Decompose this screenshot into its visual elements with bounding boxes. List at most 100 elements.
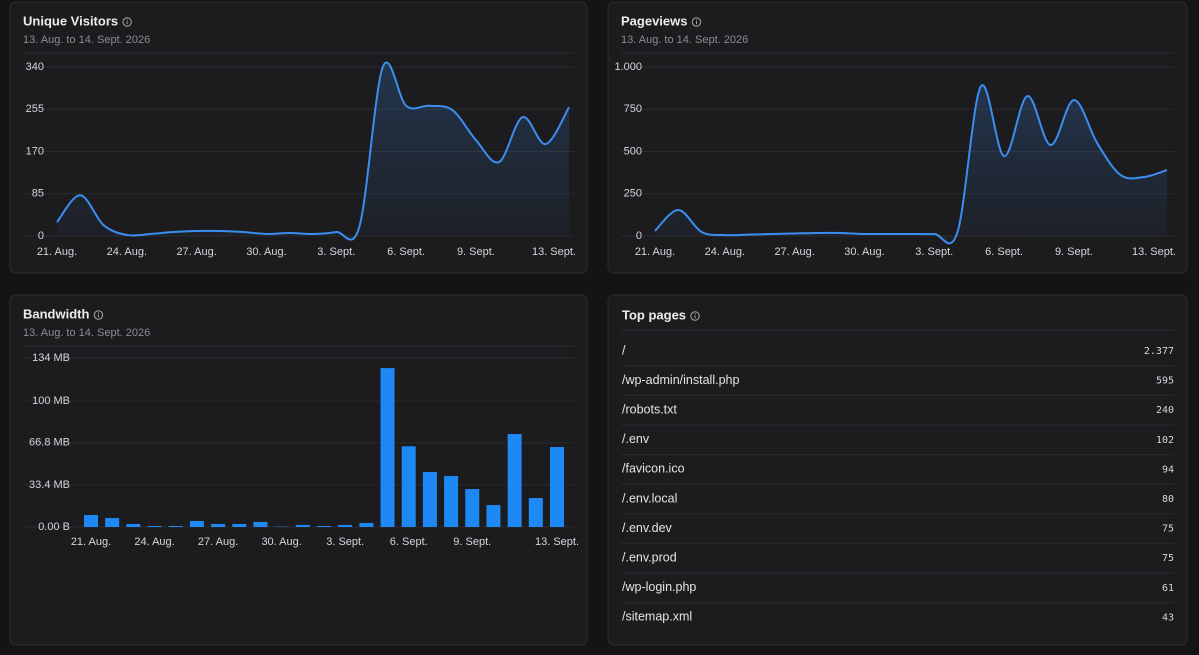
x-tick-label: 3. Sept. — [317, 246, 355, 258]
y-tick-label: 85 — [32, 188, 44, 200]
bar — [359, 522, 374, 527]
x-tick-label: 9. Sept. — [457, 246, 495, 258]
y-tick-label: 170 — [26, 145, 44, 157]
bar — [338, 524, 353, 527]
y-tick-label: 0 — [636, 230, 642, 242]
bar — [317, 525, 331, 527]
y-tick-label: 255 — [26, 103, 44, 115]
y-tick-label: 250 — [624, 188, 642, 200]
page-path: /wp-login.php — [622, 580, 696, 594]
page-path: /.env.prod — [622, 550, 677, 564]
chart-subtitle: 13. Aug. to 14. Sept. 2026 — [621, 34, 748, 46]
x-tick-label: 6. Sept. — [390, 536, 428, 548]
y-tick-label: 750 — [624, 103, 642, 115]
page-count: 75 — [1162, 553, 1174, 564]
bar — [84, 515, 98, 527]
x-tick-label: 27. Aug. — [774, 246, 814, 258]
x-tick-label: 6. Sept. — [985, 246, 1023, 258]
page-count: 80 — [1162, 494, 1174, 505]
chart-title: Bandwidth — [23, 306, 89, 321]
y-tick-label: 100 MB — [32, 395, 70, 407]
page-count: 2.377 — [1144, 346, 1174, 357]
page-count: 43 — [1162, 612, 1174, 623]
x-tick-label: 30. Aug. — [844, 246, 884, 258]
page-path: /.env.local — [622, 491, 677, 505]
y-tick-label: 33.4 MB — [29, 479, 70, 491]
page-path: /sitemap.xml — [622, 610, 692, 624]
info-icon — [122, 17, 132, 27]
info-icon — [694, 313, 696, 315]
table-title: Top pages — [622, 307, 686, 322]
chart-title: Unique Visitors — [23, 13, 118, 28]
x-tick-label: 24. Aug. — [705, 246, 745, 258]
x-tick-label: 24. Aug. — [134, 536, 174, 548]
page-count: 240 — [1156, 405, 1174, 416]
x-tick-label: 27. Aug. — [176, 246, 216, 258]
x-tick-label: 3. Sept. — [326, 536, 364, 548]
bar — [444, 476, 459, 527]
bar — [401, 446, 416, 527]
y-tick-label: 134 MB — [32, 352, 70, 364]
info-icon — [690, 311, 700, 321]
page-path: /robots.txt — [622, 402, 677, 416]
bar — [105, 518, 120, 527]
bar — [189, 520, 204, 527]
x-tick-label: 27. Aug. — [198, 536, 238, 548]
bar — [168, 525, 183, 527]
bar — [422, 472, 437, 527]
x-tick-label: 21. Aug. — [37, 246, 77, 258]
x-tick-label: 21. Aug. — [71, 536, 111, 548]
page-count: 61 — [1162, 583, 1174, 594]
x-tick-label: 24. Aug. — [107, 246, 147, 258]
bar — [380, 368, 395, 527]
info-icon — [93, 310, 104, 320]
info-icon — [97, 312, 100, 314]
y-tick-label: 500 — [624, 145, 642, 157]
bar — [486, 505, 501, 527]
chart-subtitle: 13. Aug. to 14. Sept. 2026 — [23, 327, 150, 339]
bar — [253, 521, 268, 527]
x-tick-label: 13. Sept. — [532, 246, 576, 258]
x-tick-label: 30. Aug. — [261, 536, 301, 548]
chart-subtitle: 13. Aug. to 14. Sept. 2026 — [23, 34, 150, 46]
line — [56, 61, 570, 241]
y-tick-label: 0 — [38, 230, 44, 242]
y-tick-label: 1.000 — [614, 61, 642, 73]
bar — [211, 523, 226, 527]
page-count: 75 — [1162, 524, 1174, 535]
bar — [295, 524, 310, 527]
chart-title: Pageviews — [621, 13, 688, 28]
y-tick-label: 66.8 MB — [29, 437, 70, 449]
card — [607, 294, 1188, 646]
bar — [528, 497, 543, 527]
area-fill — [655, 85, 1167, 244]
x-tick-label: 3. Sept. — [915, 246, 953, 258]
line — [654, 84, 1168, 245]
card — [9, 294, 588, 646]
page-path: /favicon.ico — [622, 462, 685, 476]
page-count: 102 — [1156, 435, 1174, 446]
page-path: /wp-admin/install.php — [622, 373, 739, 387]
x-tick-label: 13. Sept. — [1132, 246, 1176, 258]
x-tick-label: 6. Sept. — [387, 246, 425, 258]
page-count: 94 — [1162, 464, 1174, 475]
info-icon — [126, 19, 128, 21]
x-tick-label: 9. Sept. — [453, 536, 491, 548]
x-tick-label: 21. Aug. — [635, 246, 675, 258]
page-path: /.env.dev — [622, 521, 673, 535]
y-tick-label: 340 — [26, 61, 44, 73]
bar — [147, 525, 162, 527]
bar — [232, 523, 247, 527]
info-icon — [691, 17, 702, 27]
y-tick-label: 0.00 B — [38, 521, 70, 533]
bar — [126, 523, 141, 527]
x-tick-label: 13. Sept. — [535, 536, 579, 548]
x-tick-label: 30. Aug. — [246, 246, 286, 258]
page-path: / — [622, 343, 626, 357]
bar — [550, 447, 564, 527]
bar — [507, 434, 522, 527]
page-path: /.env — [622, 432, 650, 446]
page-count: 595 — [1156, 376, 1174, 387]
x-tick-label: 9. Sept. — [1055, 246, 1093, 258]
